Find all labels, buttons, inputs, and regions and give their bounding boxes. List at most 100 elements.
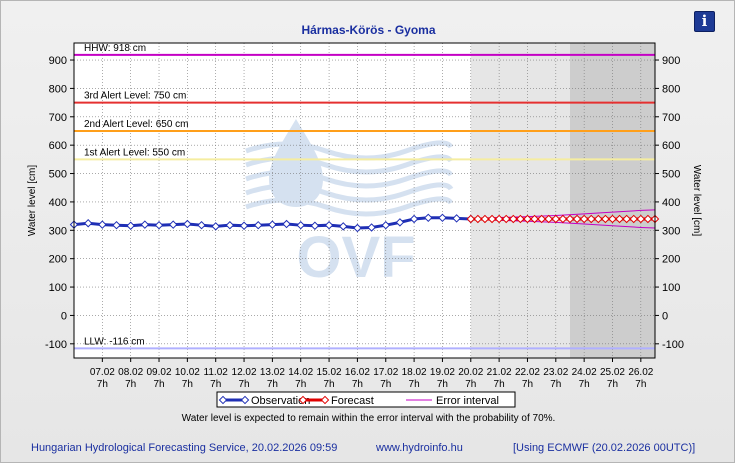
y-tick-label-right: 0 [662,310,668,322]
x-tick-label: 24.02 [572,367,597,378]
forecast-point [480,214,490,224]
x-tick-sublabel: 7h [437,379,448,390]
x-tick-label: 13.02 [260,367,285,378]
x-tick-sublabel: 7h [522,379,533,390]
legend-swatch-marker [298,395,308,405]
observation-point [211,222,220,231]
y-tick-label-left: 0 [61,310,67,322]
forecast-point [558,214,568,224]
probability-note: Water level is expected to remain within… [181,413,556,424]
footer-model: [Using ECMWF (20.02.2026 00UTC)] [513,442,696,454]
observation-point [239,221,249,230]
observation-point [183,219,192,229]
wave-line [245,140,454,161]
observation-point [126,221,135,230]
x-tick-sublabel: 7h [579,379,590,390]
observation-point [452,214,461,223]
forecast-point [523,214,532,224]
observation-point [225,220,235,230]
forecast-point [615,214,624,224]
x-tick-label: 19.02 [430,367,455,378]
forecast-point [594,214,603,224]
forecast-point [629,214,638,224]
y-tick-label-left: 800 [49,83,67,95]
threshold-label: 1st Alert Level: 550 cm [84,147,185,158]
observation-point [112,220,121,230]
x-tick-sublabel: 7h [607,379,618,390]
x-tick-sublabel: 7h [409,379,420,390]
forecast-point [586,214,596,224]
wave-line [245,182,454,203]
observation-point [409,214,419,224]
observation-point [253,220,263,230]
x-tick-sublabel: 7h [550,379,561,390]
footer-link[interactable]: www.hydroinfo.hu [376,442,463,454]
x-tick-label: 17.02 [373,367,398,378]
forecast-point [565,214,575,224]
y-tick-label-right: 500 [662,169,680,181]
y-tick-label-left: 200 [49,254,67,266]
info-icon[interactable]: i [694,11,715,32]
x-tick-label: 26.02 [628,367,653,378]
observation-point [339,222,348,231]
x-tick-label: 11.02 [204,367,229,378]
shaded-region [470,43,570,358]
y-tick-label-left: 400 [49,197,67,209]
legend-entry-label: Forecast [331,395,374,407]
y-tick-label-left: 900 [49,55,67,67]
drop-shape [269,119,323,207]
x-tick-label: 23.02 [543,367,568,378]
x-tick-sublabel: 7h [125,379,136,390]
x-tick-sublabel: 7h [238,379,249,390]
chart-title: Hármas-Körös - Gyoma [301,23,436,37]
forecast-point [636,214,646,224]
observation-point [197,220,206,230]
x-tick-label: 21.02 [487,367,512,378]
threshold-label: 3rd Alert Level: 750 cm [84,91,186,102]
watermark-text: OVF [296,225,415,290]
forecast-point [544,214,553,224]
y-tick-label-right: 600 [662,140,680,152]
x-tick-sublabel: 7h [352,379,363,390]
x-tick-sublabel: 7h [267,379,278,390]
observation-point [268,220,277,229]
threshold-label: 2nd Alert Level: 650 cm [84,119,189,130]
y-tick-label-right: 400 [662,197,680,209]
y-tick-label-right: 700 [662,112,680,124]
x-tick-sublabel: 7h [210,379,221,390]
forecast-point [579,214,589,224]
y-axis-title-right: Water level [cm] [691,165,702,237]
legend: Observation Forecast Error interval [216,391,516,408]
legend-swatch-marker [218,395,228,405]
threshold-label: HHW: 918 cm [84,43,146,54]
observation-point [381,220,390,230]
y-tick-label-right: 200 [662,254,680,266]
y-tick-label-right: 300 [662,225,680,237]
x-tick-label: 14.02 [288,367,313,378]
observation-point [438,213,447,223]
legend-entry-label: Observation [251,395,310,407]
observation-point [98,220,107,229]
observation-point [296,220,305,230]
shaded-region [569,43,655,358]
observation-point [83,218,93,228]
observation-point [367,223,376,232]
plot-frame [73,42,656,359]
forecast-point [643,214,653,224]
forecast-point [601,214,610,224]
observation-point [282,219,291,229]
x-tick-label: 16.02 [345,367,370,378]
forecast-point [466,214,476,224]
forecast-point [487,214,497,224]
wave-line [245,168,454,189]
y-tick-label-right: -100 [662,339,684,351]
x-tick-sublabel: 7h [380,379,391,390]
y-axis-title-left: Water level [cm] [27,165,38,237]
x-tick-label: 07.02 [90,367,115,378]
observation-point [353,223,362,233]
forecast-point [572,214,582,224]
wave-line [245,196,454,217]
x-tick-label: 25.02 [600,367,625,378]
ovf-watermark: OVF [245,119,454,290]
wave-line [245,154,454,175]
